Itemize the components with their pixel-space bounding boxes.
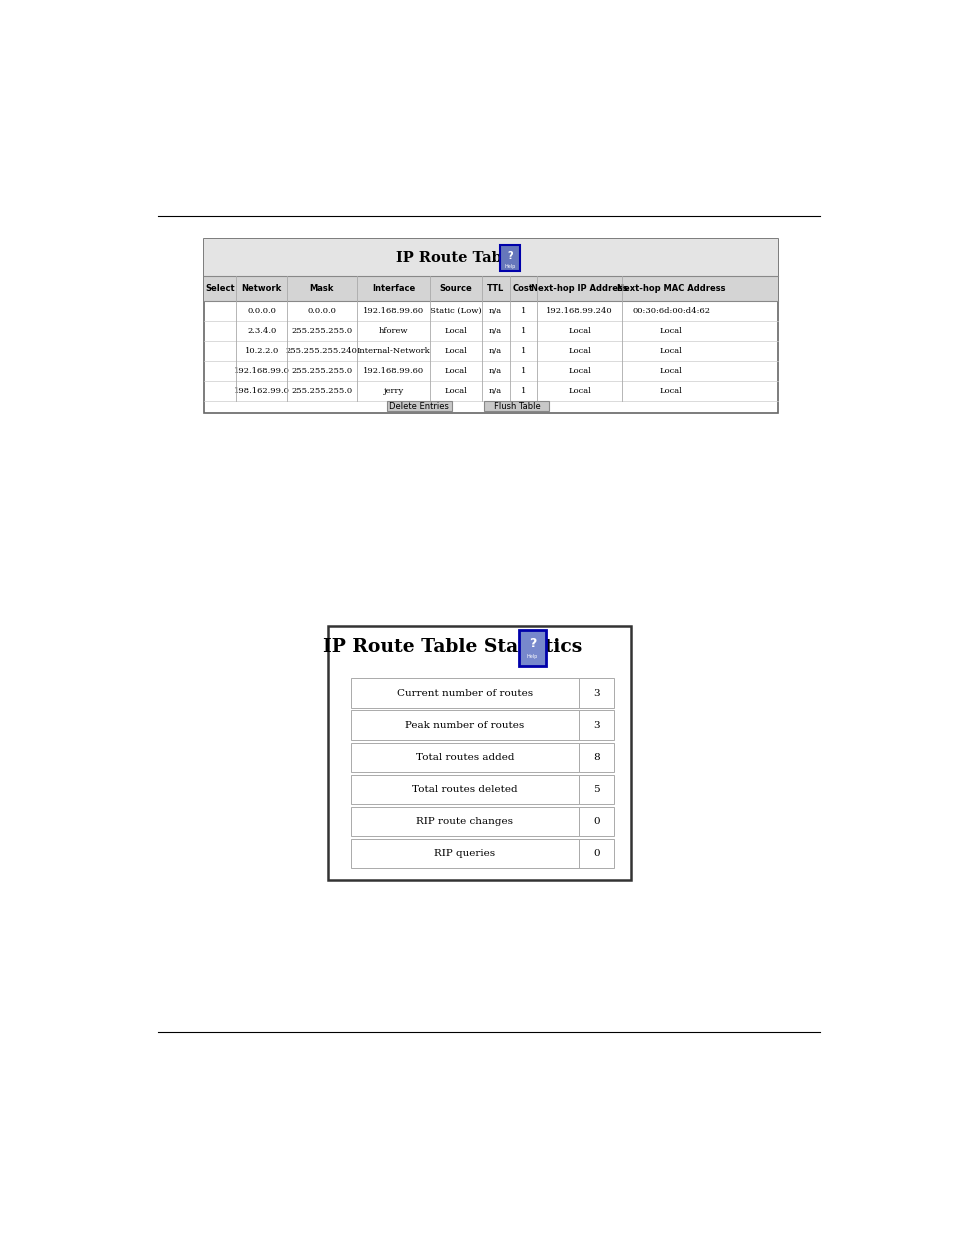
Bar <box>578 806 614 836</box>
Text: 255.255.255.0: 255.255.255.0 <box>291 327 352 335</box>
Text: RIP route changes: RIP route changes <box>416 816 513 826</box>
Text: n/a: n/a <box>489 367 502 375</box>
Text: 0.0.0.0: 0.0.0.0 <box>307 308 336 315</box>
Text: 0.0.0.0: 0.0.0.0 <box>247 308 275 315</box>
Bar <box>578 678 614 708</box>
Bar <box>328 626 630 881</box>
Text: 2.3.4.0: 2.3.4.0 <box>247 327 276 335</box>
Text: Help: Help <box>504 264 515 269</box>
Bar <box>351 806 578 836</box>
Text: Local: Local <box>444 347 467 356</box>
Text: Local: Local <box>444 367 467 375</box>
Bar <box>351 839 578 868</box>
Text: 1: 1 <box>520 327 525 335</box>
Bar <box>204 275 778 301</box>
Text: 10.2.2.0: 10.2.2.0 <box>244 347 278 356</box>
Text: Local: Local <box>567 327 590 335</box>
Text: IP Route Table Statistics: IP Route Table Statistics <box>322 638 581 656</box>
Text: Interface: Interface <box>372 284 415 293</box>
Text: 1: 1 <box>520 308 525 315</box>
Text: Cost: Cost <box>513 284 533 293</box>
Text: Current number of routes: Current number of routes <box>396 689 533 698</box>
Text: Help: Help <box>526 655 537 659</box>
Text: Total routes added: Total routes added <box>416 752 514 762</box>
Text: ?: ? <box>528 637 536 650</box>
Text: 0: 0 <box>593 848 599 858</box>
Text: Local: Local <box>444 388 467 395</box>
Text: Peak number of routes: Peak number of routes <box>405 720 524 730</box>
Text: Internal-Network: Internal-Network <box>356 347 430 356</box>
Bar <box>518 630 545 666</box>
Text: Local: Local <box>659 347 682 356</box>
Text: Local: Local <box>444 327 467 335</box>
Bar <box>499 246 519 270</box>
Text: 5: 5 <box>593 784 599 794</box>
Text: 0: 0 <box>593 816 599 826</box>
Text: Local: Local <box>567 347 590 356</box>
Text: Next-hop IP Address: Next-hop IP Address <box>531 284 627 293</box>
Text: 255.255.255.240: 255.255.255.240 <box>286 347 357 356</box>
Text: Mask: Mask <box>310 284 334 293</box>
Bar <box>578 742 614 772</box>
Text: 1: 1 <box>520 388 525 395</box>
Text: Static (Low): Static (Low) <box>430 308 481 315</box>
Bar <box>351 710 578 740</box>
Bar <box>204 240 778 412</box>
Bar <box>578 774 614 804</box>
Text: Network: Network <box>241 284 281 293</box>
Text: n/a: n/a <box>489 308 502 315</box>
Bar <box>351 774 578 804</box>
Text: 3: 3 <box>593 689 599 698</box>
Text: Flush Table: Flush Table <box>493 401 539 410</box>
Text: 00:30:6d:00:d4:62: 00:30:6d:00:d4:62 <box>632 308 710 315</box>
Text: RIP queries: RIP queries <box>434 848 495 858</box>
Text: 255.255.255.0: 255.255.255.0 <box>291 367 352 375</box>
Text: 198.162.99.0: 198.162.99.0 <box>233 388 290 395</box>
Bar <box>578 839 614 868</box>
Text: 1: 1 <box>520 347 525 356</box>
Text: hforew: hforew <box>378 327 408 335</box>
Bar <box>351 742 578 772</box>
Bar <box>204 240 778 275</box>
Text: Source: Source <box>439 284 472 293</box>
Text: ?: ? <box>507 251 512 261</box>
Bar <box>578 710 614 740</box>
Text: 192.168.99.240: 192.168.99.240 <box>546 308 612 315</box>
Text: n/a: n/a <box>489 327 502 335</box>
Text: 8: 8 <box>593 752 599 762</box>
Text: TTL: TTL <box>487 284 504 293</box>
Bar <box>484 401 549 411</box>
Text: 192.168.99.60: 192.168.99.60 <box>363 367 424 375</box>
Text: 192.168.99.60: 192.168.99.60 <box>363 308 424 315</box>
Text: Local: Local <box>567 367 590 375</box>
Text: 192.168.99.0: 192.168.99.0 <box>233 367 290 375</box>
Text: Local: Local <box>659 388 682 395</box>
Text: Local: Local <box>567 388 590 395</box>
Text: Local: Local <box>659 327 682 335</box>
Text: Total routes deleted: Total routes deleted <box>412 784 517 794</box>
Text: jerry: jerry <box>383 388 403 395</box>
Bar <box>387 401 452 411</box>
Text: n/a: n/a <box>489 388 502 395</box>
Text: Next-hop MAC Address: Next-hop MAC Address <box>617 284 725 293</box>
Text: n/a: n/a <box>489 347 502 356</box>
Text: Select: Select <box>205 284 234 293</box>
Text: 255.255.255.0: 255.255.255.0 <box>291 388 352 395</box>
Text: Delete Entries: Delete Entries <box>389 401 449 410</box>
Text: 1: 1 <box>520 367 525 375</box>
Text: Local: Local <box>659 367 682 375</box>
Text: IP Route Table: IP Route Table <box>395 251 517 264</box>
Bar <box>351 678 578 708</box>
Text: 3: 3 <box>593 720 599 730</box>
